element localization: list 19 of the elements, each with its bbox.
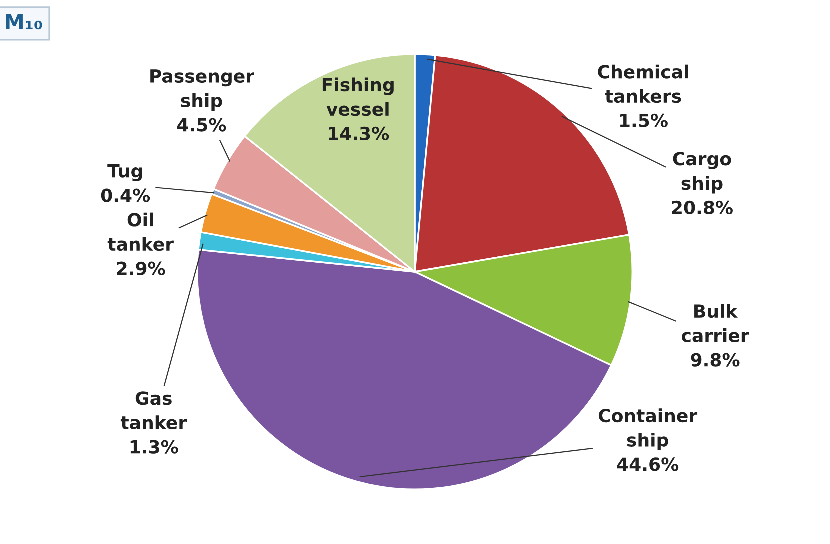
slice-label: Fishing vessel <box>322 78 394 116</box>
slice-label: Container ship <box>598 408 698 450</box>
data-label: 9.8% <box>691 353 740 367</box>
data-label: 1.3% <box>130 440 178 454</box>
slice-label: Bulk carrier <box>682 304 750 343</box>
data-label: 4.5% <box>178 118 226 132</box>
data-label: 0.4% <box>101 188 150 202</box>
slice-label: Oil tanker <box>108 212 174 252</box>
data-label: 2.9% <box>117 262 166 276</box>
slice-label: Cargo ship <box>673 152 732 194</box>
data-label: 20.8% <box>672 200 733 215</box>
text: M₁₀ <box>6 14 42 30</box>
slice-label: Tug <box>108 164 142 182</box>
slice-label: Chemical tankers <box>598 64 688 104</box>
data-label: 44.6% <box>617 458 679 472</box>
data-label: 14.3% <box>329 126 390 140</box>
data-label: 1.5% <box>620 114 668 128</box>
slice-label: Gas tanker <box>120 392 188 430</box>
slice-label: Passenger ship <box>150 70 255 112</box>
